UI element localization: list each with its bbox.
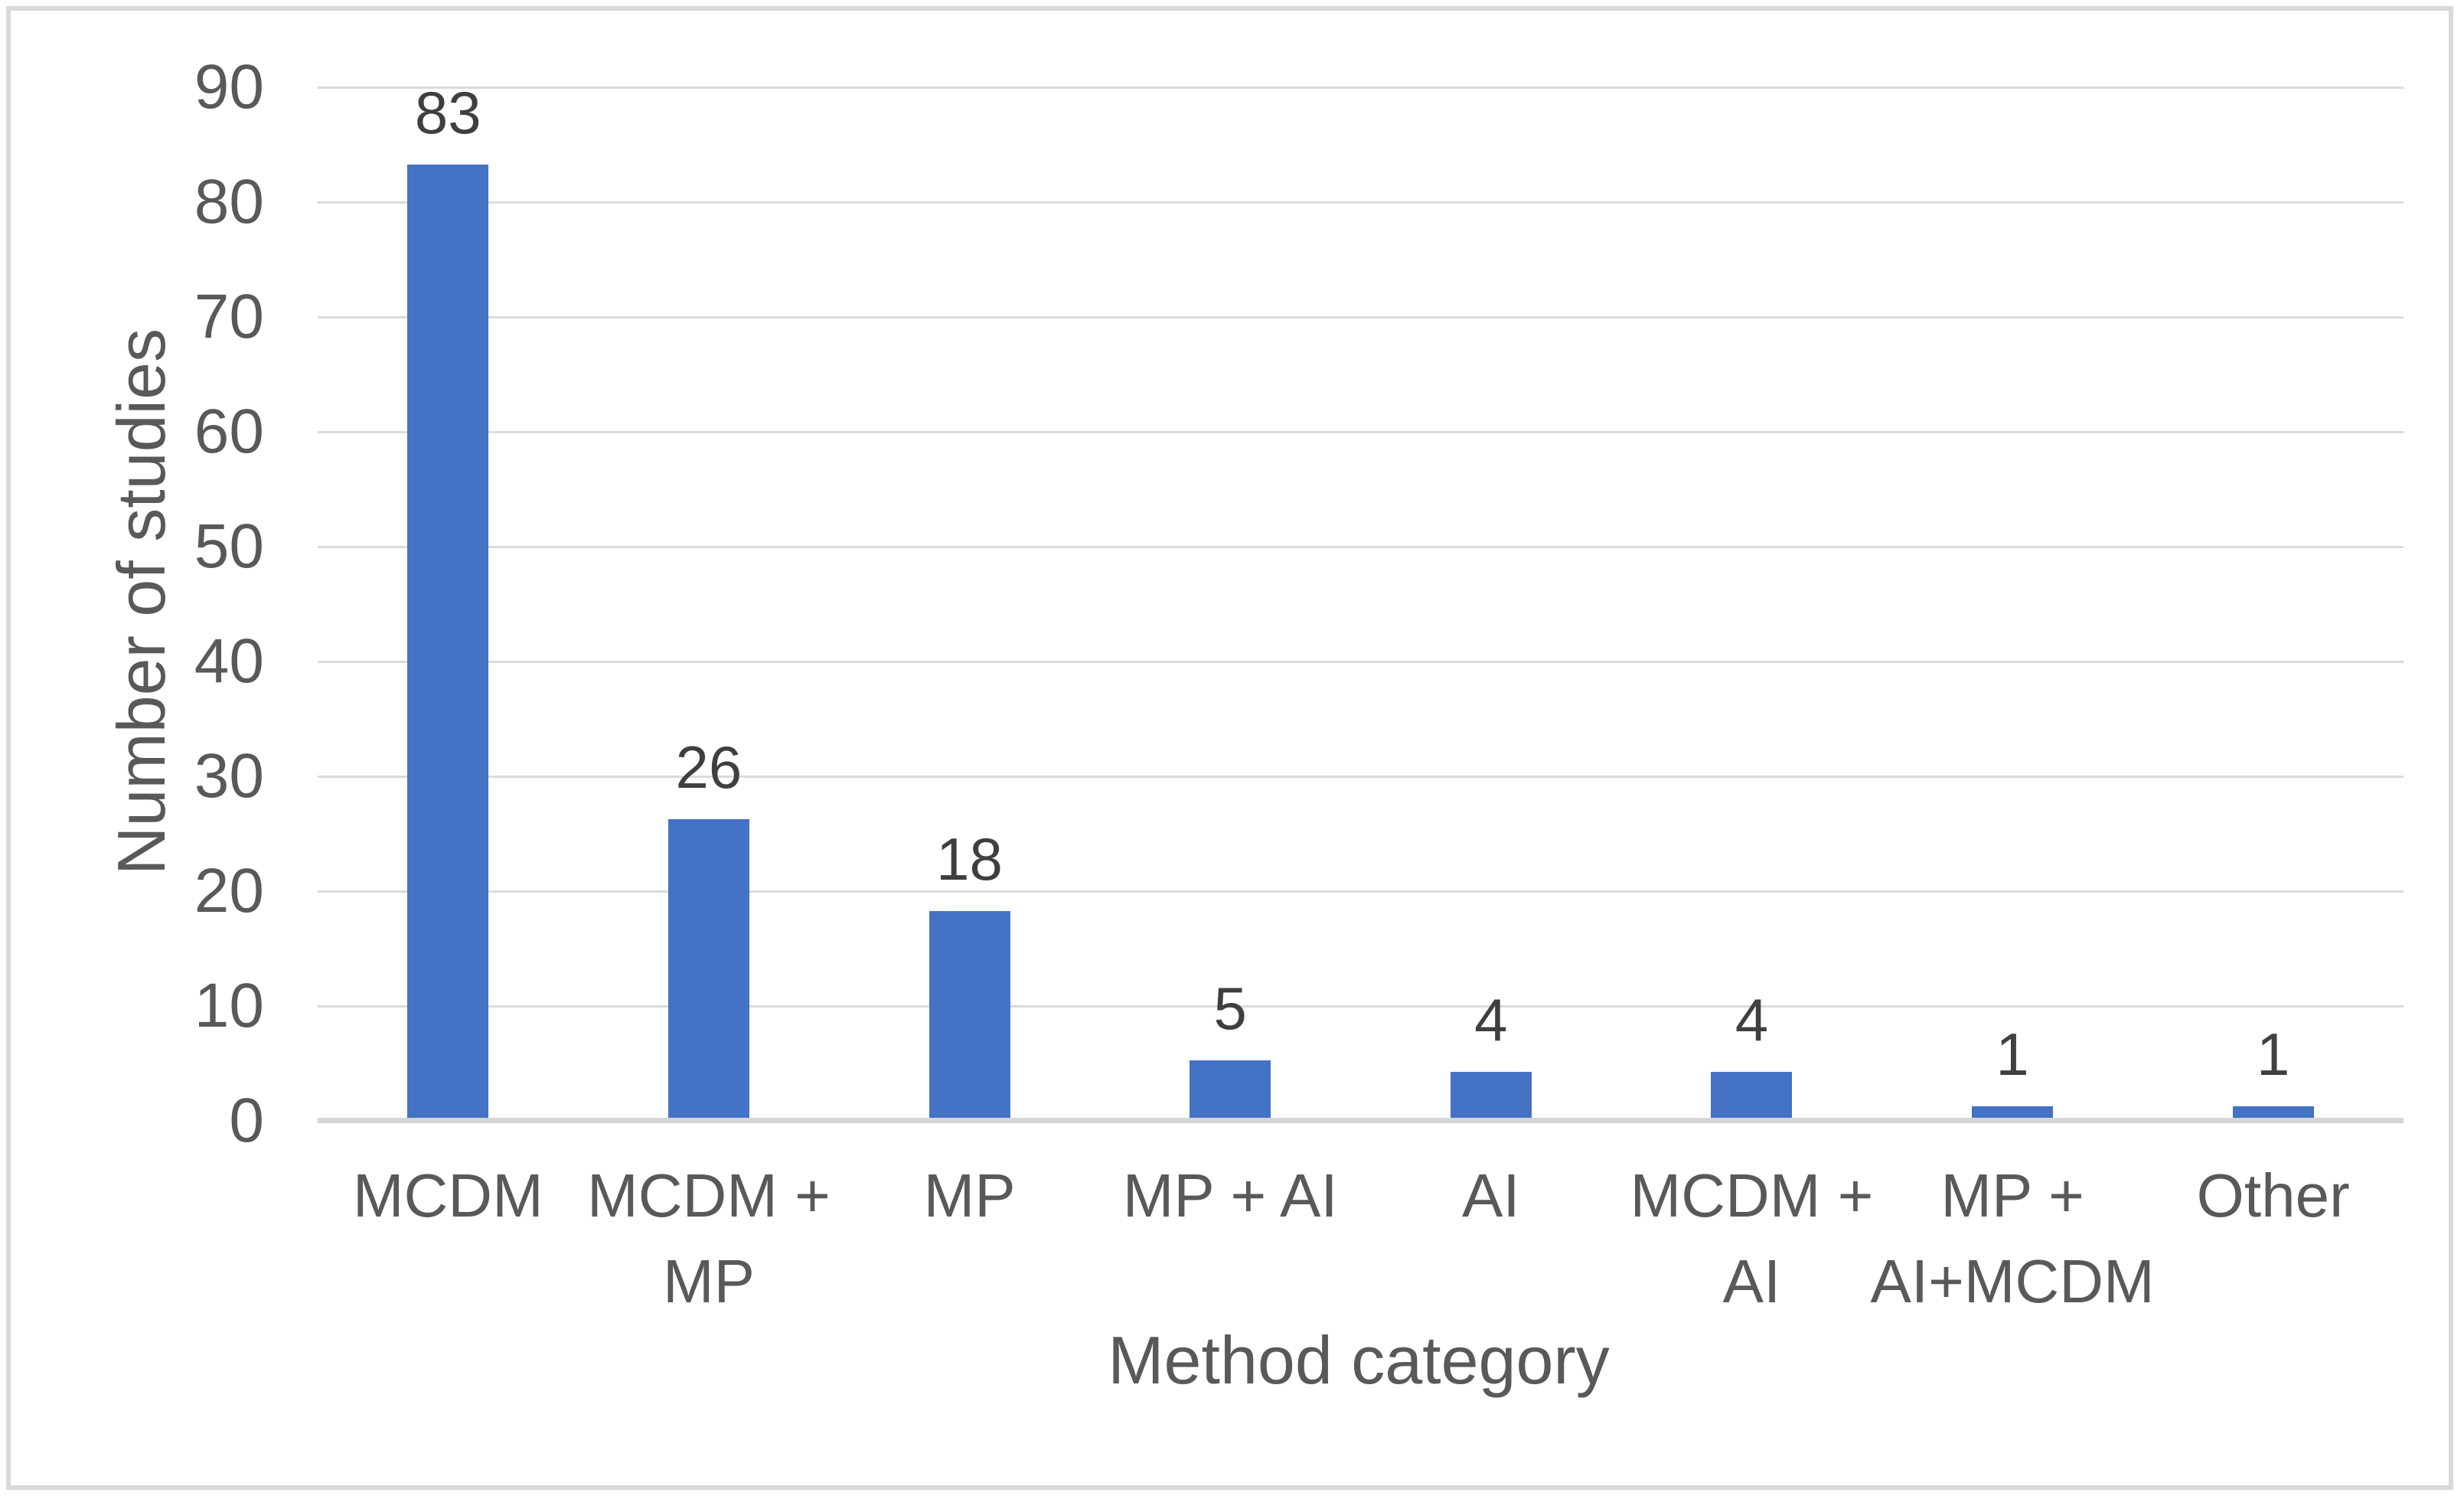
- gridline: [318, 660, 2404, 663]
- gridline: [318, 775, 2404, 778]
- category-label: Other: [2196, 1161, 2350, 1230]
- gridline: [318, 201, 2404, 204]
- bar: [2232, 1106, 2314, 1118]
- gridline: [318, 430, 2404, 433]
- bar-value-label: 18: [936, 825, 1003, 893]
- category-label: MP + AI: [1122, 1161, 1338, 1230]
- bar: [928, 911, 1010, 1118]
- y-tick-label: 50: [194, 511, 264, 581]
- bar: [1711, 1072, 1793, 1118]
- bar-value-label: 1: [2256, 1021, 2290, 1088]
- category-label: MP: [923, 1161, 1016, 1230]
- gridline: [318, 315, 2404, 318]
- bar: [667, 819, 749, 1118]
- bar-value-label: 4: [1735, 986, 1769, 1053]
- y-tick-label: 0: [229, 1086, 264, 1155]
- category-label: MCDM + AI: [1630, 1161, 1874, 1315]
- bar: [1972, 1106, 2054, 1118]
- y-axis-title: Number of studies: [103, 328, 179, 876]
- y-tick-label: 20: [194, 856, 264, 926]
- x-axis-line: [318, 1118, 2404, 1123]
- bar-value-label: 83: [414, 79, 481, 146]
- category-label: MCDM: [352, 1161, 543, 1230]
- gridline: [318, 545, 2404, 548]
- y-tick-label: 30: [194, 741, 264, 811]
- bar-value-label: 4: [1474, 986, 1508, 1053]
- y-tick-label: 80: [194, 167, 264, 237]
- bar: [1190, 1060, 1271, 1118]
- x-axis-title: Method category: [1108, 1322, 1610, 1398]
- category-label: MCDM + MP: [587, 1161, 831, 1315]
- bar-value-label: 1: [1996, 1021, 2029, 1088]
- category-label: AI: [1462, 1161, 1520, 1230]
- y-tick-label: 40: [194, 626, 264, 696]
- gridline: [318, 86, 2404, 89]
- gridline: [318, 890, 2404, 893]
- y-tick-label: 60: [194, 397, 264, 466]
- category-label: MP + AI+MCDM: [1870, 1161, 2155, 1315]
- bar: [407, 165, 489, 1118]
- y-tick-label: 70: [194, 282, 264, 351]
- y-tick-label: 90: [194, 52, 264, 122]
- bar-value-label: 5: [1213, 975, 1247, 1042]
- bar-value-label: 26: [675, 733, 742, 801]
- gridline: [318, 1004, 2404, 1008]
- y-tick-label: 10: [194, 971, 264, 1040]
- bar: [1450, 1072, 1532, 1118]
